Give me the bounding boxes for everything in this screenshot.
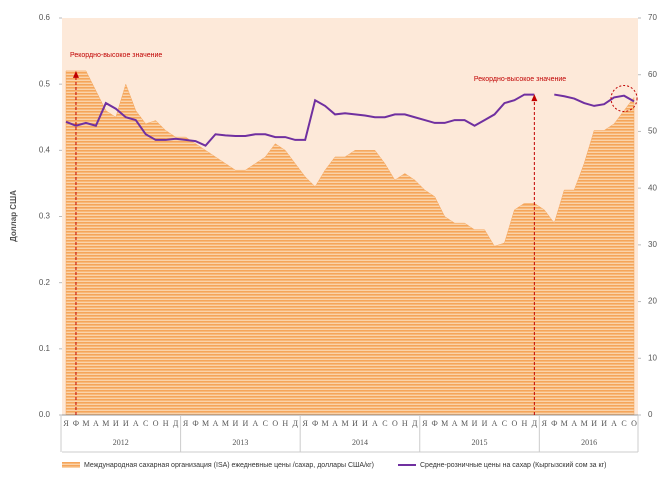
y-tick-label: 0.1 — [39, 344, 51, 353]
x-tick-label: И — [591, 419, 597, 428]
legend-label: Международная сахарная организация (ISA)… — [84, 462, 374, 469]
x-tick-label: Н — [163, 419, 169, 428]
x-tick-label: А — [372, 419, 378, 428]
x-tick-label: Н — [282, 419, 288, 428]
x-tick-label: Н — [521, 419, 527, 428]
x-tick-label: О — [392, 419, 398, 428]
arrow-head — [72, 70, 79, 78]
y-tick-label: 0.4 — [39, 145, 51, 154]
y2-tick-label: 30 — [648, 240, 657, 249]
year-label: 2015 — [472, 438, 488, 447]
legend-swatch — [62, 462, 80, 468]
x-tick-label: М — [441, 419, 448, 428]
x-tick-label: Д — [532, 419, 538, 428]
line — [65, 93, 635, 147]
x-tick-label: М — [581, 419, 588, 428]
x-tick-label: С — [143, 419, 148, 428]
x-tick-label: И — [472, 419, 478, 428]
y2-tick-label: 10 — [648, 353, 657, 362]
area — [65, 70, 635, 416]
x-tick-label: А — [452, 419, 458, 428]
x-tick-label: М — [461, 419, 468, 428]
x-tick-label: Д — [292, 419, 298, 428]
year-label: 2016 — [581, 438, 597, 447]
x-tick-label: О — [631, 419, 637, 428]
x-tick-label: М — [102, 419, 109, 428]
y2-tick-label: 0 — [648, 410, 653, 419]
x-tick-label: Я — [302, 419, 308, 428]
x-tick-label: А — [213, 419, 219, 428]
x-tick-label: А — [252, 419, 258, 428]
legend-label: Средне-розничные цены на сахар (Кыргызск… — [420, 461, 606, 469]
x-tick-label: О — [512, 419, 518, 428]
highlight-circle — [610, 85, 638, 113]
x-tick-label: Ф — [73, 419, 79, 428]
y2-tick-label: 40 — [648, 183, 657, 192]
x-tick-label: Я — [542, 419, 548, 428]
x-tick-label: О — [153, 419, 159, 428]
y-tick-label: 0.3 — [39, 212, 51, 221]
x-tick-label: А — [133, 419, 139, 428]
annotation: Рекордно-высокое значение — [474, 76, 566, 83]
x-tick-label: М — [82, 419, 89, 428]
y2-tick-label: 20 — [648, 297, 657, 306]
x-tick-label: С — [621, 419, 626, 428]
year-label: 2012 — [113, 438, 129, 447]
x-tick-label: С — [263, 419, 268, 428]
x-tick-label: А — [611, 419, 617, 428]
x-tick-label: М — [322, 419, 329, 428]
x-tick-label: И — [233, 419, 239, 428]
x-tick-label: Ф — [432, 419, 438, 428]
x-tick-label: О — [272, 419, 278, 428]
y-tick-label: 0.0 — [39, 410, 51, 419]
y-axis-label: Доллар США — [9, 190, 18, 242]
x-tick-label: Ф — [312, 419, 318, 428]
y2-tick-label: 50 — [648, 127, 657, 136]
x-tick-label: И — [601, 419, 607, 428]
x-tick-label: И — [123, 419, 129, 428]
x-tick-label: И — [352, 419, 358, 428]
y-tick-label: 0.2 — [39, 278, 51, 287]
y2-tick-label: 60 — [648, 70, 657, 79]
x-tick-label: И — [362, 419, 368, 428]
x-tick-label: Ф — [192, 419, 198, 428]
annotation: Рекордно-высокое значение — [70, 52, 162, 59]
x-tick-label: А — [332, 419, 338, 428]
x-tick-label: С — [502, 419, 507, 428]
x-tick-label: Д — [173, 419, 179, 428]
x-tick-label: М — [202, 419, 209, 428]
x-tick-label: Ф — [551, 419, 557, 428]
year-label: 2014 — [352, 438, 368, 447]
x-tick-label: Я — [183, 419, 189, 428]
x-tick-label: М — [561, 419, 568, 428]
x-tick-label: И — [242, 419, 248, 428]
x-tick-label: С — [382, 419, 387, 428]
x-tick-label: М — [341, 419, 348, 428]
y-tick-label: 0.6 — [39, 13, 51, 22]
y-tick-label: 0.5 — [39, 79, 51, 88]
x-tick-label: Я — [63, 419, 69, 428]
x-tick-label: А — [571, 419, 577, 428]
y2-tick-label: 70 — [648, 13, 657, 22]
x-tick-label: И — [113, 419, 119, 428]
x-tick-label: Я — [422, 419, 428, 428]
year-label: 2013 — [232, 438, 248, 447]
x-tick-label: А — [93, 419, 99, 428]
arrow-head — [531, 94, 538, 102]
x-tick-label: И — [482, 419, 488, 428]
x-tick-label: А — [492, 419, 498, 428]
x-tick-label: М — [222, 419, 229, 428]
x-tick-label: Н — [402, 419, 408, 428]
x-tick-label: Д — [412, 419, 418, 428]
